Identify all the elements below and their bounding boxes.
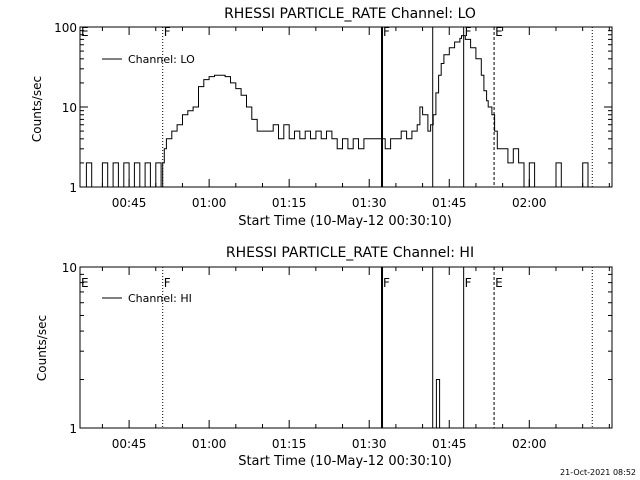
event-marker-label: F [164, 25, 171, 39]
plot-frame [79, 266, 613, 429]
y-tick-label: 100 [54, 21, 77, 35]
chart-title: RHESSI PARTICLE_RATE Channel: HI [226, 245, 474, 261]
event-marker-label: F [465, 276, 472, 290]
y-axis-label: Counts/sec [30, 76, 44, 142]
x-tick-label: 02:00 [512, 437, 547, 451]
event-marker-label: F [164, 276, 171, 290]
event-marker-label: F [383, 25, 390, 39]
event-marker-label: E [495, 25, 503, 39]
x-tick-label: 01:15 [272, 437, 307, 451]
legend-label: Channel: LO [128, 53, 195, 66]
x-tick-label: 00:45 [112, 437, 147, 451]
y-tick-label: 10 [62, 261, 77, 275]
series-line [81, 35, 589, 188]
event-marker-label: E [81, 25, 89, 39]
x-tick-label: 01:00 [192, 437, 227, 451]
x-tick-label: 02:00 [512, 196, 547, 210]
x-axis-label: Start Time (10-May-12 00:30:10) [238, 214, 452, 229]
panel-hi-channel: RHESSI PARTICLE_RATE Channel: HI Start T… [35, 245, 613, 469]
x-tick-label: 01:45 [432, 437, 467, 451]
x-axis-label: Start Time (10-May-12 00:30:10) [238, 454, 452, 469]
x-tick-label: 00:45 [112, 196, 147, 210]
event-marker-label: E [495, 276, 503, 290]
panel-lo-channel: RHESSI PARTICLE_RATE Channel: LO Start T… [30, 6, 613, 229]
y-tick-label: 10 [62, 101, 77, 115]
event-marker-label: E [81, 276, 89, 290]
y-tick-label: 1 [69, 181, 77, 195]
chart-title: RHESSI PARTICLE_RATE Channel: LO [224, 6, 476, 22]
x-tick-label: 01:15 [272, 196, 307, 210]
x-tick-label: 01:00 [192, 196, 227, 210]
x-tick-label: 01:30 [352, 196, 387, 210]
series-line [435, 379, 441, 429]
legend-label: Channel: HI [128, 292, 192, 305]
event-marker-label: F [465, 25, 472, 39]
y-tick-label: 1 [69, 422, 77, 436]
x-tick-label: 01:30 [352, 437, 387, 451]
y-axis-label: Counts/sec [35, 315, 49, 381]
x-tick-label: 01:45 [432, 196, 467, 210]
event-marker-label: F [383, 276, 390, 290]
footer-timestamp: 21-Oct-2021 08:52 [560, 468, 636, 477]
